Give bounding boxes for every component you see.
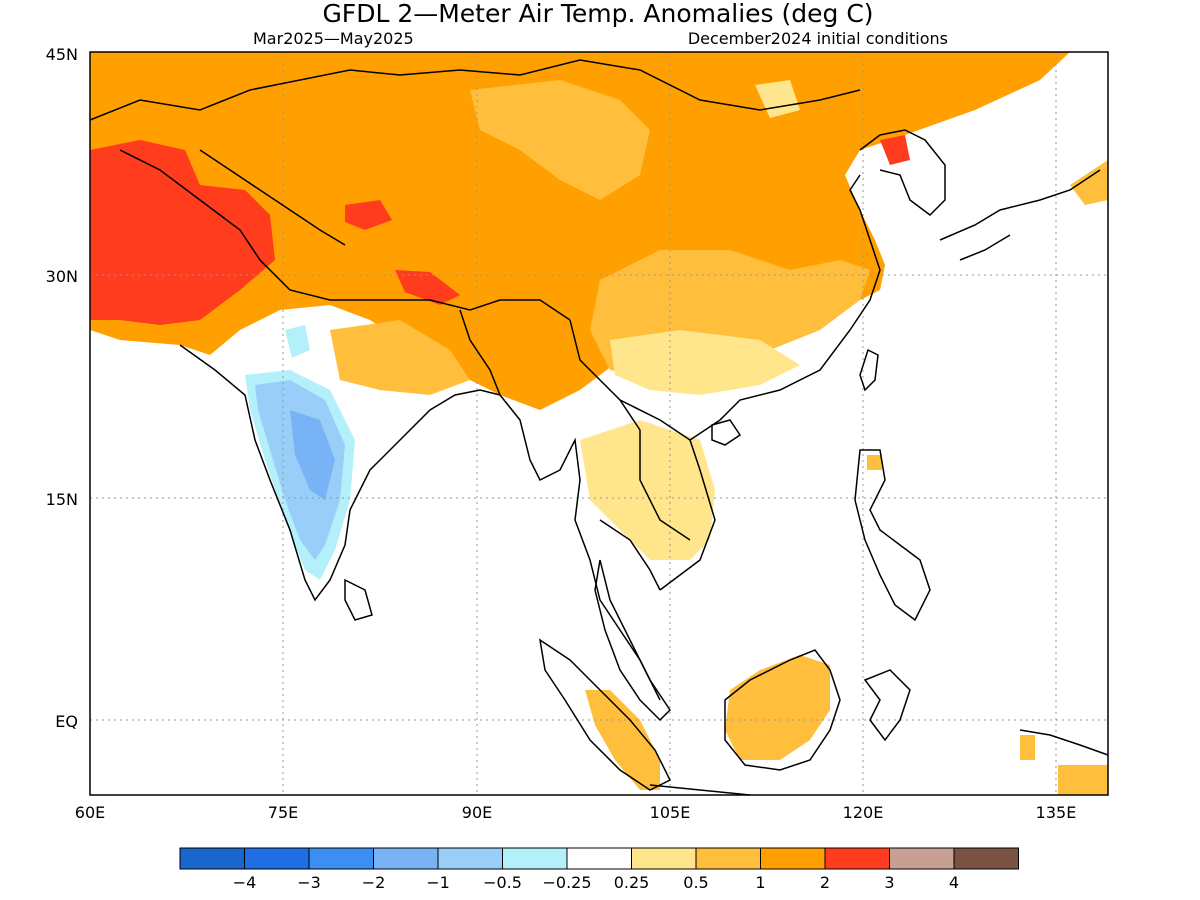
subtitle-initial-conditions: December2024 initial conditions [688,29,948,48]
anomaly-region-0.25-to-0.5-south-china [610,330,800,395]
legend-swatch [244,847,310,870]
longitude-labels: 60E 75E 90E 105E 120E 135E [75,803,1077,822]
legend-swatch [437,847,503,870]
legend-label: 4 [949,873,959,892]
legend-swatch [695,847,761,870]
legend-swatch [308,847,374,870]
anomaly-region-1-to-2 [90,52,1070,410]
legend-label: −4 [233,873,257,892]
lon-label-135e: 135E [1036,803,1077,822]
anomaly-region-neg-0.25-to-0.5-north-india [285,325,310,358]
lon-label-75e: 75E [268,803,298,822]
legend-swatch [889,847,955,870]
anomaly-region-0.5-to-1-east-asia [470,80,650,200]
anomaly-region-2-to-3-korea [880,135,910,165]
coastlines [89,59,1109,796]
lat-label-45n: 45N [46,45,78,64]
anomaly-region-0.5-to-1-sulawesi [1020,735,1035,760]
anomaly-region-2-to-3-tibet-west [345,200,392,230]
lon-label-90e: 90E [462,803,492,822]
anomaly-region-neg-0.5-to-1-india [255,380,345,560]
legend-label: 2 [820,873,830,892]
lat-label-15n: 15N [46,490,78,509]
plot-frame [89,51,1109,796]
legend-swatch [824,847,890,870]
lon-label-105e: 105E [650,803,691,822]
legend-label: 1 [755,873,765,892]
legend-label: −2 [362,873,386,892]
legend-swatch [760,847,826,870]
lon-label-120e: 120E [843,803,884,822]
color-legend: −4 −3 −2 −1 −0.5 −0.25 0.25 0.5 1 2 3 4 [179,847,1019,892]
legend-label: −3 [297,873,321,892]
legend-label: −0.25 [542,873,591,892]
anomaly-region-0.5-to-1-sumatra [585,690,660,790]
map-title: GFDL 2—Meter Air Temp. Anomalies (deg C) [322,0,873,28]
legend-swatch [373,847,439,870]
anomaly-region-0.5-to-1-philippines [867,455,882,470]
subtitle-period: Mar2025—May2025 [253,29,414,48]
latitude-labels: 45N 30N 15N EQ [46,45,78,731]
map-plot-area [89,51,1109,796]
anomaly-region-0.25-to-0.5-indochina [580,420,715,560]
legend-swatch [631,847,697,870]
legend-label: 0.5 [683,873,708,892]
legend-label: 0.25 [614,873,650,892]
legend-label: 3 [884,873,894,892]
legend-swatch [179,847,245,870]
legend-swatch [566,847,632,870]
lat-label-30n: 30N [46,267,78,286]
anomaly-region-2-to-3-west [90,140,275,325]
legend-swatch [953,847,1019,870]
gridlines [90,52,1108,795]
anomaly-region-2-to-3-tibet-south [395,270,460,305]
lon-label-60e: 60E [75,803,105,822]
lat-label-eq: EQ [55,712,78,731]
anomaly-region-0.5-to-1-new-guinea [1058,765,1108,795]
anomaly-region-0.5-to-1-borneo [725,655,830,760]
anomaly-region-neg-1-to-2-india [290,410,335,500]
anomaly-fields [90,52,1108,795]
legend-label: −1 [426,873,450,892]
legend-label: −0.5 [483,873,522,892]
anomaly-region-0.5-to-1-india-north [330,320,470,395]
legend-swatch [502,847,568,870]
